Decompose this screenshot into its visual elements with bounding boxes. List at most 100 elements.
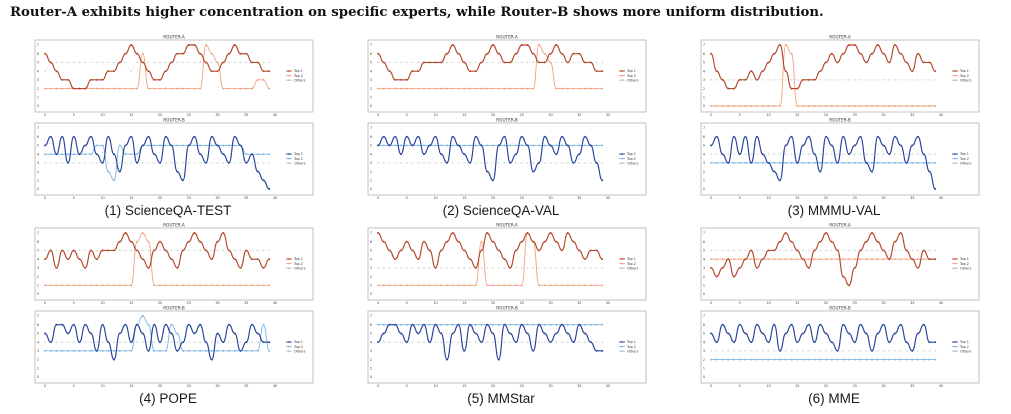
data-point xyxy=(733,249,735,252)
data-point xyxy=(727,332,730,335)
data-point xyxy=(118,332,121,335)
data-point xyxy=(578,52,581,55)
data-point xyxy=(469,284,471,287)
data-point xyxy=(808,153,810,155)
data-point xyxy=(802,258,804,261)
data-point xyxy=(566,284,569,287)
data-point xyxy=(819,350,821,352)
data-point xyxy=(779,258,781,261)
data-point xyxy=(428,249,431,252)
series-top-1 xyxy=(44,44,271,90)
x-tick-label: 20 xyxy=(824,384,828,388)
y-tick-label: 4 xyxy=(370,69,372,73)
data-point xyxy=(590,162,592,164)
y-tick-label: 4 xyxy=(37,257,39,261)
data-point xyxy=(49,87,52,90)
x-tick-label: 30 xyxy=(881,113,885,117)
x-tick-label: 15 xyxy=(462,301,466,305)
data-point xyxy=(72,153,75,156)
legend-marker xyxy=(621,345,623,348)
series-top-1 xyxy=(710,323,937,352)
data-point xyxy=(561,249,563,252)
data-point xyxy=(382,61,385,64)
data-point xyxy=(888,105,891,107)
data-point xyxy=(440,144,443,147)
data-point xyxy=(382,135,385,138)
data-point xyxy=(72,87,75,90)
x-tick-label: 30 xyxy=(215,384,219,388)
data-point xyxy=(825,249,827,252)
panel-title: ROUTER-A xyxy=(496,223,518,228)
data-point xyxy=(159,78,161,81)
data-point xyxy=(182,87,184,90)
y-tick-label: 7 xyxy=(37,314,39,318)
data-point xyxy=(842,358,845,361)
data-point xyxy=(474,144,477,147)
data-point xyxy=(572,52,575,55)
x-tick-label: 0 xyxy=(44,113,46,117)
data-point xyxy=(187,87,190,90)
y-tick-label: 2 xyxy=(37,275,39,279)
data-point xyxy=(928,258,931,261)
data-point xyxy=(526,87,529,90)
data-point xyxy=(474,284,477,287)
data-point xyxy=(813,358,816,361)
data-point xyxy=(520,44,523,46)
data-point xyxy=(222,232,225,234)
data-point xyxy=(882,161,885,164)
x-tick-label: 25 xyxy=(853,196,857,200)
data-point xyxy=(107,87,110,90)
data-point xyxy=(124,153,127,156)
legend-label: Others xyxy=(294,78,306,82)
data-point xyxy=(428,61,431,64)
data-point xyxy=(193,87,196,90)
panel-title: ROUTER-B xyxy=(496,306,518,311)
data-point xyxy=(601,341,603,343)
data-point xyxy=(773,350,775,352)
data-point xyxy=(836,349,839,352)
data-point xyxy=(819,240,822,243)
data-point xyxy=(262,179,265,182)
data-point xyxy=(463,144,466,147)
data-point xyxy=(492,341,494,343)
x-tick-label: 15 xyxy=(462,384,466,388)
data-point xyxy=(119,249,121,252)
data-point xyxy=(44,52,46,55)
data-point xyxy=(779,153,781,155)
data-point xyxy=(509,144,512,147)
data-point xyxy=(61,249,64,252)
data-point xyxy=(268,188,271,190)
data-point xyxy=(170,144,173,147)
data-point xyxy=(434,341,437,343)
data-point xyxy=(423,240,425,243)
data-point xyxy=(710,153,712,155)
data-point xyxy=(463,61,466,64)
legend-label: Top 1 xyxy=(959,69,969,73)
data-point xyxy=(440,153,443,156)
data-point xyxy=(101,87,104,90)
data-point xyxy=(141,258,144,261)
data-point xyxy=(526,232,529,234)
y-tick-label: 3 xyxy=(37,266,39,270)
data-point xyxy=(234,162,236,164)
data-point xyxy=(744,161,747,164)
data-point xyxy=(894,153,896,155)
data-point xyxy=(113,162,115,164)
data-point xyxy=(922,161,925,164)
legend-marker xyxy=(621,262,623,265)
x-tick-label: 5 xyxy=(739,301,741,305)
data-point xyxy=(526,341,529,343)
data-point xyxy=(727,358,730,361)
data-point xyxy=(928,170,931,173)
data-point xyxy=(733,350,735,352)
data-point xyxy=(796,153,798,155)
data-point xyxy=(727,153,729,155)
data-point xyxy=(532,349,535,352)
data-point xyxy=(497,249,500,252)
y-tick-label: 0 xyxy=(703,292,705,296)
data-point xyxy=(848,249,850,252)
data-point xyxy=(388,144,391,147)
data-point xyxy=(239,249,242,252)
data-point xyxy=(251,162,253,164)
